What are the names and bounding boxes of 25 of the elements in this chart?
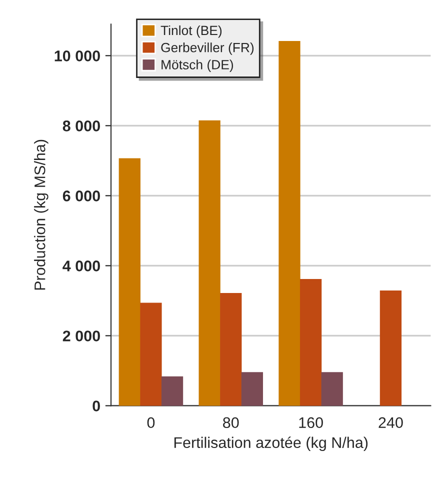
bar <box>241 372 264 406</box>
x-tick-label: 160 <box>299 417 323 428</box>
x-tick-label: 240 <box>378 417 403 428</box>
bar <box>161 376 184 406</box>
bar <box>220 293 242 406</box>
y-tick-label: 2 000 <box>62 330 100 342</box>
x-tick-label: 80 <box>223 417 239 428</box>
bar <box>118 158 140 406</box>
y-tick-label: 0 <box>92 400 100 412</box>
y-tick-label: 4 000 <box>62 260 100 272</box>
legend-label: Gerbeviller (FR) <box>161 42 254 55</box>
bar <box>198 120 220 406</box>
legend-label: Mötsch (DE) <box>162 60 234 72</box>
y-axis-title: Production (kg MS/ha) <box>34 140 48 290</box>
bar <box>380 290 402 406</box>
bar <box>140 302 162 406</box>
legend-label: Tinlot (BE) <box>160 25 222 38</box>
bar <box>278 40 300 406</box>
x-axis-title: Fertilisation azotée (kg N/ha) <box>174 436 368 452</box>
bar <box>321 372 343 406</box>
y-tick-label: 10 000 <box>54 50 100 62</box>
bar <box>300 279 322 406</box>
y-tick-label: 8 000 <box>62 120 100 132</box>
y-tick-label: 6 000 <box>62 190 100 202</box>
x-tick-label: 0 <box>147 417 155 428</box>
